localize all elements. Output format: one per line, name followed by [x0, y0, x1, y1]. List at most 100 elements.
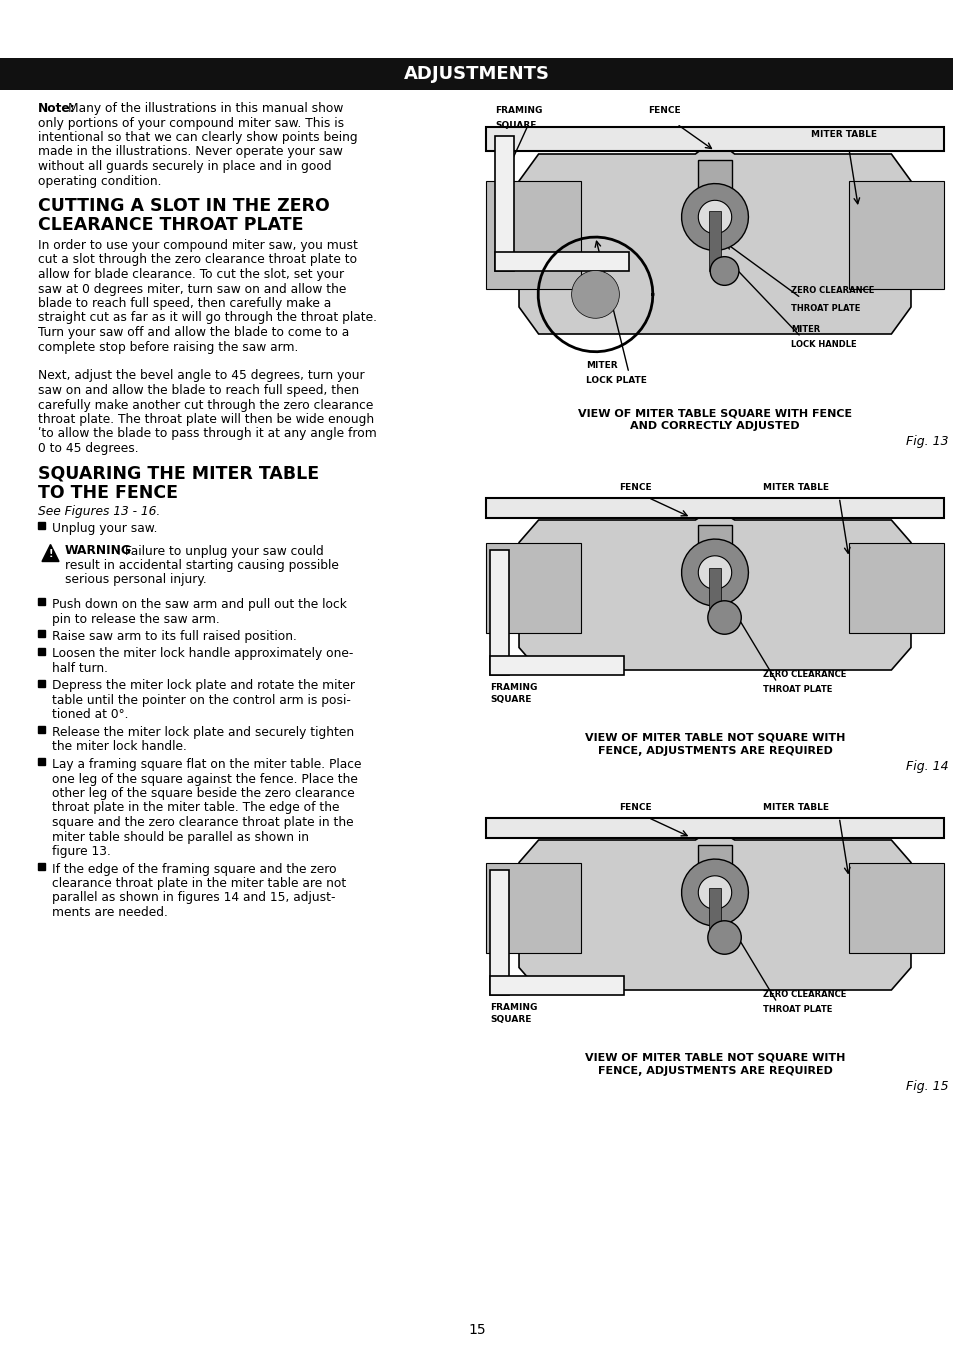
Text: Unplug your saw.: Unplug your saw.: [52, 522, 157, 535]
Text: VIEW OF MITER TABLE NOT SQUARE WITH: VIEW OF MITER TABLE NOT SQUARE WITH: [584, 733, 844, 743]
Bar: [38, 522, 45, 529]
Polygon shape: [485, 863, 580, 953]
Polygon shape: [848, 542, 943, 632]
Text: square and the zero clearance throat plate in the: square and the zero clearance throat pla…: [52, 815, 354, 829]
Text: See Figures 13 - 16.: See Figures 13 - 16.: [38, 506, 160, 519]
Text: WARNING: WARNING: [65, 545, 132, 557]
Polygon shape: [42, 545, 59, 561]
Text: Turn your saw off and allow the blade to come to a: Turn your saw off and allow the blade to…: [38, 326, 349, 338]
Text: intentional so that we can clearly show points being: intentional so that we can clearly show …: [38, 130, 357, 144]
Bar: [476, 795, 953, 1045]
Text: Next, adjust the bevel angle to 45 degrees, turn your: Next, adjust the bevel angle to 45 degre…: [38, 370, 364, 382]
Text: THROAT PLATE: THROAT PLATE: [762, 1006, 831, 1014]
Text: Loosen the miter lock handle approximately one-: Loosen the miter lock handle approximate…: [52, 647, 353, 660]
Text: THROAT PLATE: THROAT PLATE: [762, 685, 831, 694]
Text: carefully make another cut through the zero clearance: carefully make another cut through the z…: [38, 398, 373, 412]
Text: ments are needed.: ments are needed.: [52, 906, 168, 919]
Bar: [698, 525, 731, 554]
Bar: [708, 211, 720, 270]
Text: Fig. 15: Fig. 15: [905, 1080, 948, 1093]
Polygon shape: [681, 859, 748, 925]
Polygon shape: [485, 181, 580, 289]
Text: clearance throat plate in the miter table are not: clearance throat plate in the miter tabl…: [52, 877, 346, 890]
Bar: [38, 598, 45, 605]
Polygon shape: [495, 136, 514, 270]
Polygon shape: [698, 556, 731, 590]
Text: ADJUSTMENTS: ADJUSTMENTS: [403, 65, 550, 83]
Text: Raise saw arm to its full raised position.: Raise saw arm to its full raised positio…: [52, 631, 296, 643]
Text: parallel as shown in figures 14 and 15, adjust-: parallel as shown in figures 14 and 15, …: [52, 892, 335, 905]
Polygon shape: [681, 183, 748, 250]
Text: without all guards securely in place and in good: without all guards securely in place and…: [38, 160, 332, 173]
Text: the miter lock handle.: the miter lock handle.: [52, 741, 187, 753]
Text: Lay a framing square flat on the miter table. Place: Lay a framing square flat on the miter t…: [52, 758, 361, 771]
Text: MITER TABLE: MITER TABLE: [762, 482, 828, 492]
Polygon shape: [698, 875, 731, 909]
Text: MITER: MITER: [585, 361, 617, 370]
Text: FENCE, ADJUSTMENTS ARE REQUIRED: FENCE, ADJUSTMENTS ARE REQUIRED: [597, 746, 832, 756]
Text: saw on and allow the blade to reach full speed, then: saw on and allow the blade to reach full…: [38, 385, 358, 397]
Text: allow for blade clearance. To cut the slot, set your: allow for blade clearance. To cut the sl…: [38, 268, 344, 281]
Text: SQUARE: SQUARE: [495, 121, 536, 130]
Polygon shape: [681, 540, 748, 606]
Text: MITER TABLE: MITER TABLE: [810, 130, 876, 139]
Polygon shape: [490, 550, 509, 675]
Bar: [476, 101, 953, 400]
Text: pin to release the saw arm.: pin to release the saw arm.: [52, 613, 219, 625]
Polygon shape: [518, 507, 910, 670]
Text: THROAT PLATE: THROAT PLATE: [791, 304, 860, 313]
Text: ZERO CLEARANCE: ZERO CLEARANCE: [791, 285, 874, 295]
Text: If the edge of the framing square and the zero: If the edge of the framing square and th…: [52, 863, 336, 875]
Text: figure 13.: figure 13.: [52, 845, 111, 858]
Text: AND CORRECTLY ADJUSTED: AND CORRECTLY ADJUSTED: [630, 421, 799, 431]
Text: FRAMING: FRAMING: [495, 106, 542, 116]
Circle shape: [709, 257, 739, 285]
Text: Fig. 14: Fig. 14: [905, 760, 948, 773]
Text: serious personal injury.: serious personal injury.: [65, 573, 207, 587]
Polygon shape: [490, 656, 623, 675]
Text: Release the miter lock plate and securely tighten: Release the miter lock plate and securel…: [52, 726, 354, 739]
Text: : Failure to unplug your saw could: : Failure to unplug your saw could: [117, 545, 323, 557]
Bar: [38, 647, 45, 655]
Text: MITER: MITER: [791, 325, 820, 334]
Text: FRAMING: FRAMING: [490, 1003, 537, 1011]
Bar: [0, 58, 953, 90]
Text: TO THE FENCE: TO THE FENCE: [38, 484, 178, 501]
Text: CLEARANCE THROAT PLATE: CLEARANCE THROAT PLATE: [38, 216, 303, 234]
Text: VIEW OF MITER TABLE SQUARE WITH FENCE: VIEW OF MITER TABLE SQUARE WITH FENCE: [578, 408, 851, 419]
Text: throat plate in the miter table. The edge of the: throat plate in the miter table. The edg…: [52, 802, 339, 814]
Text: FENCE, ADJUSTMENTS ARE REQUIRED: FENCE, ADJUSTMENTS ARE REQUIRED: [597, 1065, 832, 1076]
Text: Push down on the saw arm and pull out the lock: Push down on the saw arm and pull out th…: [52, 598, 347, 612]
Text: CUTTING A SLOT IN THE ZERO: CUTTING A SLOT IN THE ZERO: [38, 197, 330, 215]
Text: tioned at 0°.: tioned at 0°.: [52, 708, 129, 722]
Text: Many of the illustrations in this manual show: Many of the illustrations in this manual…: [68, 102, 343, 116]
Polygon shape: [490, 976, 623, 995]
Text: FENCE: FENCE: [618, 482, 651, 492]
Polygon shape: [495, 251, 628, 270]
Polygon shape: [698, 200, 731, 234]
Text: complete stop before raising the saw arm.: complete stop before raising the saw arm…: [38, 341, 298, 353]
Bar: [38, 863, 45, 870]
Polygon shape: [490, 870, 509, 995]
Text: blade to reach full speed, then carefully make a: blade to reach full speed, then carefull…: [38, 298, 331, 310]
Polygon shape: [518, 139, 910, 334]
Text: Fig. 13: Fig. 13: [905, 435, 948, 448]
Circle shape: [707, 601, 740, 635]
Text: one leg of the square against the fence. Place the: one leg of the square against the fence.…: [52, 772, 357, 786]
Circle shape: [707, 921, 740, 954]
Text: ZERO CLEARANCE: ZERO CLEARANCE: [762, 670, 845, 680]
Text: cut a slot through the zero clearance throat plate to: cut a slot through the zero clearance th…: [38, 254, 356, 266]
Polygon shape: [485, 497, 943, 518]
Polygon shape: [518, 828, 910, 989]
Text: saw at 0 degrees miter, turn saw on and allow the: saw at 0 degrees miter, turn saw on and …: [38, 283, 346, 295]
Text: FENCE: FENCE: [647, 106, 680, 116]
Text: VIEW OF MITER TABLE NOT SQUARE WITH: VIEW OF MITER TABLE NOT SQUARE WITH: [584, 1053, 844, 1063]
Bar: [708, 568, 720, 617]
Text: throat plate. The throat plate will then be wide enough: throat plate. The throat plate will then…: [38, 413, 374, 425]
Polygon shape: [485, 126, 943, 151]
Text: table until the pointer on the control arm is posi-: table until the pointer on the control a…: [52, 694, 351, 707]
Text: miter table should be parallel as shown in: miter table should be parallel as shown …: [52, 830, 309, 844]
Text: result in accidental starting causing possible: result in accidental starting causing po…: [65, 559, 338, 572]
Text: !: !: [49, 549, 52, 559]
Bar: [38, 680, 45, 686]
